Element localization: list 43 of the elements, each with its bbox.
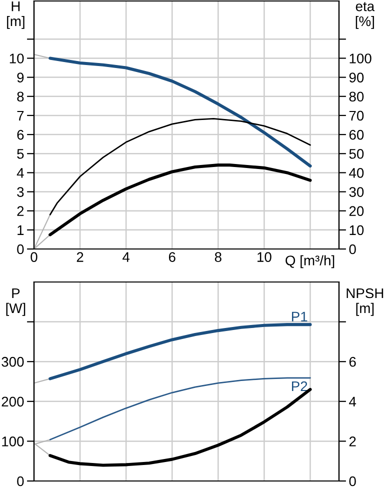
y2-tick-label: 60 [349, 130, 364, 140]
y2-tick-label: 6 [349, 356, 356, 367]
y2-tick-label: 100 [350, 54, 372, 64]
y-tick-label: 2 [17, 206, 24, 216]
y-tick-label: 100 [2, 436, 24, 446]
y2-tick-label: 40 [349, 168, 364, 178]
y-tick-label: 8 [17, 92, 24, 102]
y2-tick-label: 80 [349, 92, 364, 102]
x-tick-label: 4 [122, 252, 130, 262]
y-tick-label: 1 [18, 225, 24, 235]
y-tick-label: 4 [16, 168, 24, 178]
y-tick-label: 0 [17, 476, 24, 486]
annotation: P1 [292, 312, 308, 322]
y-axis-title: P [W] [6, 288, 26, 316]
y2-axis-title: NPSH [m] [346, 288, 384, 316]
x-tick-label: 6 [168, 252, 176, 262]
x-tick-label: 2 [76, 252, 84, 262]
y-tick-label: 5 [17, 149, 24, 159]
x-tick-label: 10 [258, 252, 272, 262]
y2-tick-label: 30 [349, 187, 364, 197]
annotation: P2 [292, 381, 308, 392]
y-tick-label: 300 [2, 356, 24, 367]
y-tick-label: 0 [17, 244, 24, 254]
y-tick-label: 7 [17, 110, 24, 120]
y-tick-label: 200 [2, 396, 24, 407]
y-axis-title: H [m] [7, 2, 24, 29]
y-tick-label: 10 [10, 54, 24, 64]
y-tick-label: 6 [17, 130, 24, 140]
y2-tick-label: 0 [349, 244, 356, 254]
y2-tick-label: 20 [349, 206, 364, 216]
x-tick-label: 8 [214, 252, 222, 262]
y2-tick-label: 4 [349, 396, 356, 406]
x-tick-label: 0 [30, 252, 38, 262]
y2-tick-label: 70 [349, 110, 364, 121]
y2-axis-title: eta [%] [356, 2, 375, 29]
y2-tick-label: 0 [349, 476, 356, 486]
y2-tick-label: 10 [350, 225, 364, 236]
y-tick-label: 3 [17, 187, 24, 197]
y-tick-label: 9 [17, 72, 24, 82]
y2-tick-label: 2 [349, 436, 356, 446]
x-axis-title: Q [m³/h] [286, 255, 334, 268]
y2-tick-label: 50 [349, 148, 364, 159]
y2-tick-label: 90 [349, 72, 364, 82]
